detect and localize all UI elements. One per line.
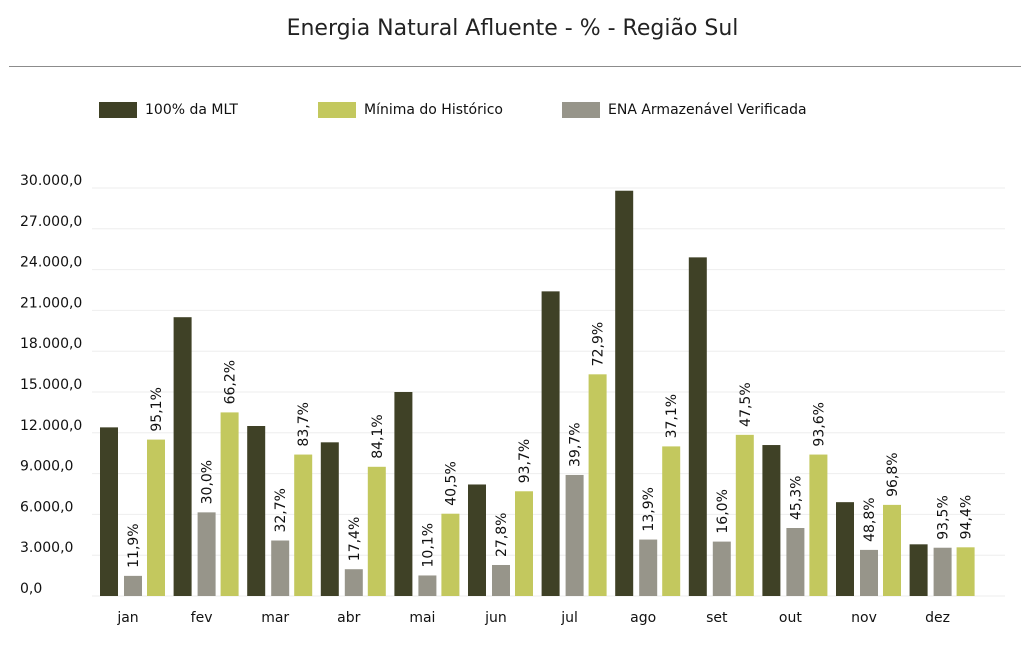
bar-ena-jun [492, 564, 510, 596]
bar-ena-nov [860, 549, 878, 596]
bar-mlt-dez [909, 544, 928, 596]
legend-swatch-ena [562, 102, 600, 118]
x-tick-label: dez [925, 610, 950, 626]
x-tick-label: fev [191, 610, 213, 626]
bar-min-out [809, 454, 828, 596]
bar-min-abr [367, 466, 386, 596]
bar-mlt-ago [615, 190, 634, 596]
data-label: 17,4% [347, 517, 363, 561]
data-label: 13,9% [641, 487, 657, 531]
legend-swatch-min [318, 102, 356, 118]
data-label: 48,8% [862, 497, 878, 541]
bar-min-mai [441, 513, 460, 596]
bar-min-jan [147, 439, 165, 596]
x-tick-label: ago [630, 610, 656, 626]
bar-mlt-jul [541, 291, 560, 596]
y-tick-label: 18.000,0 [20, 336, 82, 352]
legend-item-ena[interactable]: ENA Armazenável Verificada [562, 100, 807, 120]
bar-min-mar [294, 454, 313, 596]
bar-mlt-jan [100, 427, 118, 596]
bar-min-fev [220, 412, 239, 596]
legend-label-min: Mínima do Histórico [364, 102, 503, 118]
data-label: 27,8% [494, 513, 510, 557]
data-label: 93,6% [811, 402, 827, 446]
legend-label-mlt: 100% da MLT [145, 102, 238, 118]
data-label: 96,8% [885, 452, 901, 496]
data-label: 66,2% [223, 360, 239, 404]
y-tick-label: 0,0 [20, 581, 42, 597]
y-tick-label: 24.000,0 [20, 255, 82, 271]
data-label: 10,1% [420, 523, 436, 567]
x-tick-label: mai [409, 610, 435, 626]
bar-mlt-set [688, 257, 707, 596]
bar-ena-jul [565, 474, 584, 596]
bar-mlt-abr [320, 442, 339, 596]
data-label: 72,9% [591, 322, 607, 366]
bar-ena-mai [418, 575, 437, 596]
bar-mlt-nov [836, 502, 854, 596]
bar-min-jun [515, 491, 533, 596]
legend: 100% da MLT Mínima do Histórico ENA Arma… [0, 100, 1025, 122]
data-label: 45,3% [788, 476, 804, 520]
x-tick-label: out [779, 610, 802, 626]
y-tick-label: 21.000,0 [20, 295, 82, 311]
bar-mlt-mar [247, 426, 266, 596]
bar-ena-fev [197, 512, 216, 596]
y-tick-label: 27.000,0 [20, 214, 82, 230]
data-label: 30,0% [200, 460, 216, 504]
data-label: 40,5% [443, 461, 459, 505]
bar-ena-set [712, 541, 731, 596]
data-label: 93,7% [517, 439, 533, 483]
bar-min-dez [956, 547, 975, 596]
bar-ena-mar [271, 540, 290, 596]
y-tick-label: 6.000,0 [20, 499, 73, 515]
data-label: 32,7% [273, 488, 289, 532]
bar-ena-out [786, 528, 805, 596]
data-label: 11,9% [126, 523, 142, 567]
legend-item-mlt[interactable]: 100% da MLT [99, 100, 238, 120]
x-tick-label: mar [261, 610, 289, 626]
data-label: 39,7% [568, 422, 584, 466]
legend-swatch-mlt [99, 102, 137, 118]
bar-mlt-jun [468, 484, 486, 596]
legend-item-min[interactable]: Mínima do Histórico [318, 100, 503, 120]
x-tick-label: jun [484, 610, 507, 626]
bar-ena-dez [933, 547, 952, 596]
data-label: 95,1% [149, 387, 165, 431]
y-tick-label: 12.000,0 [20, 418, 82, 434]
bar-ena-abr [344, 569, 363, 596]
x-tick-label: jul [560, 610, 578, 626]
x-tick-label: nov [851, 610, 877, 626]
x-tick-label: set [706, 610, 728, 626]
bar-ena-ago [639, 539, 658, 596]
data-label: 94,4% [959, 495, 975, 539]
chart-title: Energia Natural Afluente - % - Região Su… [286, 16, 739, 41]
data-label: 83,7% [296, 402, 312, 446]
y-tick-label: 9.000,0 [20, 459, 73, 475]
title-divider [9, 66, 1021, 67]
bar-min-jul [588, 374, 607, 596]
bar-mlt-mai [394, 392, 413, 596]
bar-min-ago [662, 446, 681, 596]
x-tick-label: jan [116, 610, 138, 626]
data-label: 93,5% [936, 495, 952, 539]
bar-mlt-fev [173, 317, 192, 596]
data-label: 37,1% [664, 394, 680, 438]
y-tick-label: 3.000,0 [20, 540, 73, 556]
x-tick-label: abr [337, 610, 360, 626]
bar-min-set [735, 434, 754, 596]
bar-ena-jan [124, 575, 142, 596]
legend-label-ena: ENA Armazenável Verificada [608, 102, 807, 118]
y-tick-label: 15.000,0 [20, 377, 82, 393]
data-label: 47,5% [738, 382, 754, 426]
data-label: 16,0% [715, 489, 731, 533]
y-tick-label: 30.000,0 [20, 173, 82, 189]
bar-min-nov [883, 504, 901, 596]
bar-mlt-out [762, 445, 781, 596]
data-label: 84,1% [370, 414, 386, 458]
